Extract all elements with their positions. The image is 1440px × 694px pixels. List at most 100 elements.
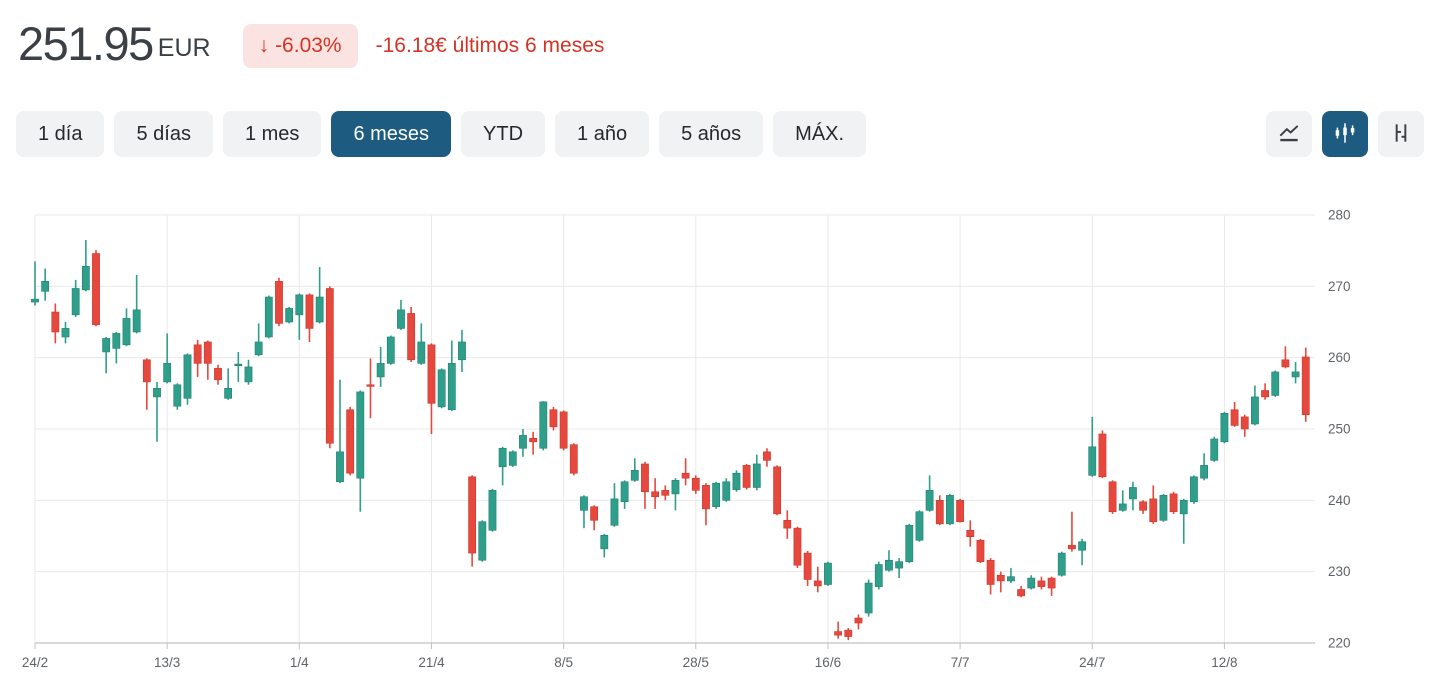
candle-body [1007,576,1015,582]
ohlc-icon [1388,120,1414,149]
candle-body [1139,501,1147,511]
candle-body [132,309,141,333]
candle-body [478,521,487,561]
y-tick-label: 270 [1328,279,1351,294]
candle-body [874,564,883,587]
y-tick-label: 230 [1328,564,1351,579]
candle-body [427,344,436,404]
x-tick-label: 1/4 [290,655,309,670]
candle-body [356,391,365,479]
currency-label: EUR [157,34,211,63]
candle-body [915,511,924,541]
candle-body [834,631,843,636]
candlestick-icon [1332,120,1358,149]
candle-body [1149,498,1158,523]
candle-body [946,495,954,525]
chart-type-button-candlestick-icon[interactable] [1322,111,1368,157]
candle-body [783,519,792,529]
x-tick-label: 24/7 [1079,655,1105,670]
candle-body [386,336,395,364]
candle-body [691,477,700,491]
candle-body [407,313,416,361]
x-tick-label: 28/5 [683,655,709,670]
candle-body [193,344,202,364]
candle-body [722,481,731,501]
candle-body [234,363,243,366]
period-button-6-meses[interactable]: 6 meses [331,111,452,157]
candle-body [549,409,558,428]
candle-body [681,472,690,479]
candle-body [885,559,893,571]
candle-body [1108,481,1117,513]
candle-body [712,482,721,508]
period-button-m-x-[interactable]: MÁX. [773,111,867,157]
candle-body [854,617,863,624]
change-amount-text: -16.18€ últimos 6 meses [375,33,605,57]
candle-body [539,401,548,449]
current-price: 251.95 [18,17,154,70]
candle-body [651,491,660,498]
candle-body [417,341,426,364]
period-button-1-mes[interactable]: 1 mes [222,111,322,157]
period-button-1-d-a[interactable]: 1 día [16,111,105,157]
candle-body [1210,438,1219,461]
x-tick-label: 7/7 [951,655,970,670]
candle-body [1088,446,1097,476]
candle-body [214,368,222,381]
candle-body [1251,396,1259,425]
period-button-5-d-as[interactable]: 5 días [114,111,213,157]
candle-body [1291,371,1300,378]
candle-body [366,384,375,387]
candle-body [397,309,405,329]
candle-body [112,333,121,349]
candle-body [1159,495,1168,521]
period-button-ytd[interactable]: YTD [461,111,546,157]
chart-type-button-line-chart-icon[interactable] [1266,111,1312,157]
candle-body [488,490,497,531]
candle-body [31,298,39,303]
candle-body [142,359,151,383]
y-tick-label: 240 [1328,493,1351,508]
x-tick-label: 13/3 [154,655,180,670]
candle-body [986,559,995,585]
candle-body [956,500,965,523]
candle-body [1301,356,1310,416]
candle-body [447,363,456,411]
grid-lines [34,214,1315,643]
candle-body [102,338,111,353]
candle-body [61,328,70,338]
period-button-1-a-o[interactable]: 1 año [555,111,650,157]
axes [34,642,1315,649]
candle-body [264,296,273,338]
candle-body [925,490,934,511]
period-button-5-a-os[interactable]: 5 años [659,111,764,157]
candle-body [458,341,466,361]
candle-body [163,363,172,383]
candle-body [468,476,477,554]
y-tick-label: 280 [1328,208,1351,223]
candle-body [508,451,517,466]
x-tick-label: 21/4 [418,655,445,670]
price-header: 251.95 EUR ↓ -6.03% -16.18€ últimos 6 me… [18,18,604,70]
candle-body [752,463,761,488]
candle-body [732,472,741,490]
candle-body [1190,476,1198,503]
candle-body [437,369,446,408]
candle-body [336,451,344,483]
candle-body [773,466,782,515]
candle-body [295,294,304,316]
candle-body [966,529,975,537]
y-tick-label: 260 [1328,350,1351,365]
candle-body [519,435,527,449]
candle-body [305,294,314,329]
change-badge: ↓ -6.03% [242,23,358,68]
candle-body [153,388,161,398]
chart-type-button-ohlc-icon[interactable] [1378,111,1424,157]
candle-body [1037,580,1046,587]
candle-body [935,500,944,525]
candle-body [275,281,283,324]
candle-body [976,539,985,562]
candle-body [1068,544,1076,550]
candle-body [905,524,914,562]
